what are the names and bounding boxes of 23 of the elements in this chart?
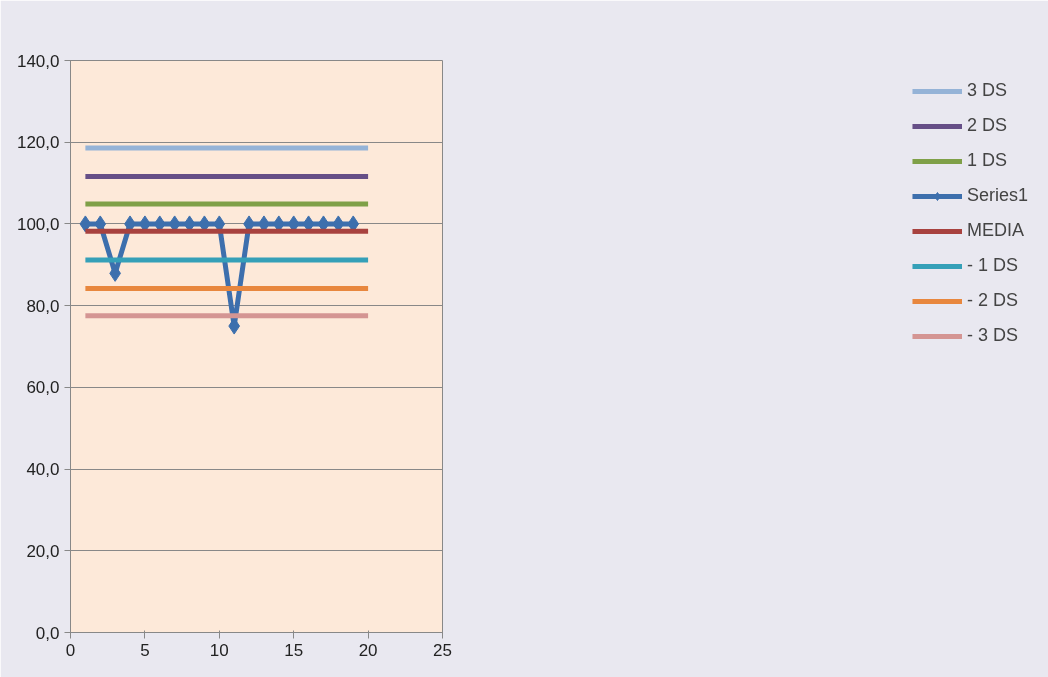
- x-tick-label: 5: [140, 640, 150, 660]
- y-tick-label: 120,0: [16, 133, 60, 153]
- x-tick-label: 25: [433, 640, 452, 660]
- point: [79, 215, 92, 233]
- y-tick-label: 20,0: [26, 541, 60, 561]
- y-tick-label: 80,0: [26, 296, 60, 316]
- legend-label: 1 DS: [966, 150, 1007, 171]
- y-tick-label: 40,0: [26, 460, 60, 480]
- legend-label: 3 DS: [966, 80, 1007, 101]
- x-tick-label: 0: [65, 640, 76, 660]
- y-tick-label: 140,0: [16, 51, 60, 71]
- x-tick-label: 10: [209, 640, 229, 660]
- y-tick-label: 0,0: [35, 623, 60, 643]
- legend-label: - 3 DS: [966, 325, 1018, 346]
- y-tick-label: 60,0: [26, 378, 60, 398]
- legend-label: MEDIA: [966, 220, 1024, 241]
- legend-label: 2 DS: [966, 115, 1007, 136]
- legend-label: Series1: [966, 185, 1028, 206]
- legend-label: - 2 DS: [966, 290, 1018, 311]
- x-tick-label: 20: [358, 640, 378, 660]
- legend-label: - 1 DS: [966, 255, 1018, 276]
- x-tick-label: 15: [284, 640, 304, 660]
- y-tick-label: 100,0: [16, 214, 60, 234]
